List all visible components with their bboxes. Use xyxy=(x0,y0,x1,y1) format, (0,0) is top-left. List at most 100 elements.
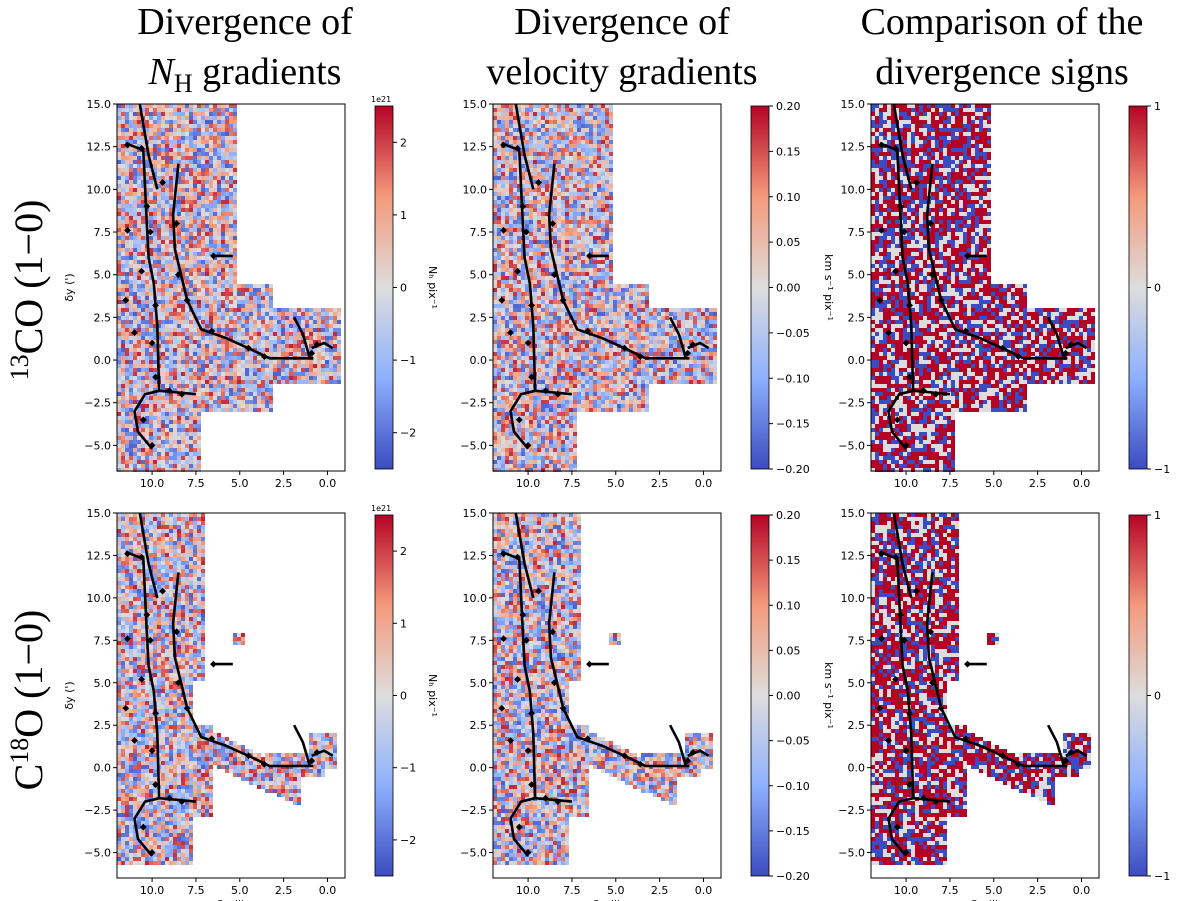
heatmap-cell xyxy=(197,224,201,228)
heatmap-cell xyxy=(229,144,233,148)
heatmap-cell xyxy=(125,424,129,428)
heatmap-cell xyxy=(161,432,165,436)
heatmap-cell xyxy=(217,244,221,248)
heatmap-cell xyxy=(185,352,189,356)
heatmap-cell xyxy=(277,340,281,344)
heatmap-cell xyxy=(141,216,145,220)
heatmap-cell xyxy=(229,240,233,244)
heatmap-cell xyxy=(213,260,217,264)
heatmap-cell xyxy=(133,188,137,192)
heatmap-cell xyxy=(189,184,193,188)
heatmap-cell xyxy=(173,336,177,340)
heatmap-cell xyxy=(217,404,221,408)
heatmap-cell xyxy=(237,372,241,376)
heatmap-cell xyxy=(193,304,197,308)
heatmap-cell xyxy=(149,296,153,300)
heatmap-cell xyxy=(297,360,301,364)
heatmap-cell xyxy=(189,196,193,200)
heatmap-cell xyxy=(117,272,121,276)
heatmap-cell xyxy=(573,196,577,200)
heatmap-cell xyxy=(605,132,609,136)
heatmap-cell xyxy=(137,192,141,196)
heatmap-cell xyxy=(269,380,273,384)
heatmap-cell xyxy=(197,192,201,196)
heatmap-cell xyxy=(533,248,537,252)
heatmap-cell xyxy=(193,292,197,296)
heatmap-cell xyxy=(529,232,533,236)
heatmap-cell xyxy=(205,364,209,368)
heatmap-cell xyxy=(265,320,269,324)
heatmap-cell xyxy=(185,208,189,212)
heatmap-cell xyxy=(165,328,169,332)
heatmap-cell xyxy=(165,320,169,324)
heatmap-cell xyxy=(165,260,169,264)
heatmap-cell xyxy=(305,380,309,384)
heatmap-cell xyxy=(149,128,153,132)
heatmap-cell xyxy=(233,324,237,328)
heatmap-cell xyxy=(509,124,513,128)
heatmap-cell xyxy=(629,304,633,308)
heatmap-cell xyxy=(581,272,585,276)
heatmap-cell xyxy=(129,300,133,304)
heatmap-cell xyxy=(581,256,585,260)
heatmap-cell xyxy=(537,116,541,120)
heatmap-cell xyxy=(509,236,513,240)
heatmap-cell xyxy=(173,284,177,288)
heatmap-cell xyxy=(197,416,201,420)
heatmap-cell xyxy=(141,200,145,204)
heatmap-cell xyxy=(505,300,509,304)
heatmap-cell xyxy=(225,324,229,328)
heatmap-cell xyxy=(269,316,273,320)
heatmap-cell xyxy=(329,336,333,340)
heatmap-cell xyxy=(601,268,605,272)
heatmap-cell xyxy=(325,380,329,384)
heatmap-cell xyxy=(209,148,213,152)
heatmap-cell xyxy=(329,320,333,324)
heatmap-cell xyxy=(501,272,505,276)
heatmap-cell xyxy=(161,128,165,132)
heatmap-cell xyxy=(501,204,505,208)
heatmap-cell xyxy=(581,216,585,220)
heatmap-cell xyxy=(241,316,245,320)
heatmap-cell xyxy=(209,140,213,144)
heatmap-cell xyxy=(593,272,597,276)
heatmap-cell xyxy=(261,300,265,304)
heatmap-cell xyxy=(217,364,221,368)
heatmap-cell xyxy=(561,136,565,140)
heatmap-cell xyxy=(229,344,233,348)
heatmap-cell xyxy=(229,128,233,132)
heatmap-cell xyxy=(281,308,285,312)
heatmap-cell xyxy=(497,140,501,144)
heatmap-cell xyxy=(181,256,185,260)
heatmap-cell xyxy=(493,244,497,248)
heatmap-cell xyxy=(125,372,129,376)
heatmap-cell xyxy=(605,208,609,212)
heatmap-cell xyxy=(609,176,613,180)
heatmap-cell xyxy=(221,228,225,232)
heatmap-cell xyxy=(325,356,329,360)
heatmap-cell xyxy=(577,164,581,168)
heatmap-cell xyxy=(225,332,229,336)
heatmap-cell xyxy=(125,316,129,320)
heatmap-cell xyxy=(593,152,597,156)
heatmap-cell xyxy=(117,392,121,396)
heatmap-cell xyxy=(117,384,121,388)
heatmap-cell xyxy=(137,280,141,284)
heatmap-cell xyxy=(133,276,137,280)
heatmap-cell xyxy=(517,224,521,228)
heatmap-cell xyxy=(133,164,137,168)
heatmap-cell xyxy=(281,312,285,316)
heatmap-cell xyxy=(289,372,293,376)
heatmap-cell xyxy=(145,276,149,280)
heatmap-cell xyxy=(253,396,257,400)
heatmap-cell xyxy=(161,308,165,312)
heatmap-cell xyxy=(525,192,529,196)
heatmap-cell xyxy=(505,152,509,156)
heatmap-cell xyxy=(177,280,181,284)
heatmap-cell xyxy=(533,228,537,232)
heatmap-cell xyxy=(129,172,133,176)
heatmap-cell xyxy=(493,136,497,140)
heatmap-cell xyxy=(533,308,537,312)
heatmap-cell xyxy=(185,376,189,380)
heatmap-cell xyxy=(601,228,605,232)
